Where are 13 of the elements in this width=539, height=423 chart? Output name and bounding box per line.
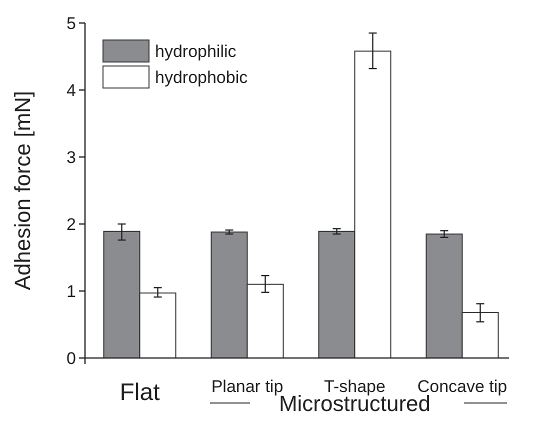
x-tick-label: Flat (120, 379, 160, 406)
y-tick-label: 0 (66, 348, 76, 368)
x-tick-label: T-shape (324, 377, 386, 396)
y-tick-label: 4 (66, 80, 76, 100)
y-tick-label: 2 (66, 214, 76, 234)
y-tick-label: 1 (66, 282, 76, 301)
y-tick-label: 5 (66, 14, 76, 33)
x-tick-label: Planar tip (211, 377, 284, 396)
y-tick-label: 3 (66, 148, 76, 167)
legend-label: hydrophilic (155, 42, 237, 61)
y-axis-title: Adhesion force [mN] (10, 90, 35, 290)
x-tick-label: Concave tip (417, 377, 508, 396)
legend-label: hydrophobic (155, 68, 248, 87)
